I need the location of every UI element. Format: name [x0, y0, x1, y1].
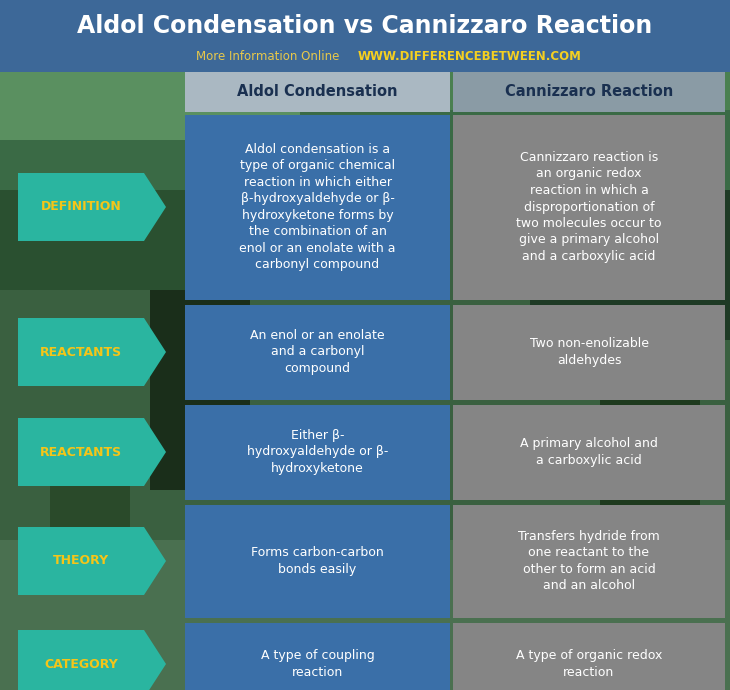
Bar [185, 404, 450, 500]
Bar [453, 622, 725, 690]
Bar [185, 115, 450, 299]
Bar [185, 72, 450, 112]
Text: Transfers hydride from
one reactant to the
other to form an acid
and an alcohol: Transfers hydride from one reactant to t… [518, 530, 660, 592]
Bar [50, 440, 130, 590]
Bar [150, 290, 250, 490]
Text: THEORY: THEORY [53, 555, 109, 567]
Text: More Information Online: More Information Online [196, 50, 339, 63]
Bar [185, 304, 450, 400]
Text: WWW.DIFFERENCEBETWEEN.COM: WWW.DIFFERENCEBETWEEN.COM [358, 50, 582, 63]
Bar [453, 304, 725, 400]
Polygon shape [18, 418, 166, 486]
Bar [0, 540, 730, 690]
Text: A type of coupling
reaction: A type of coupling reaction [261, 649, 374, 679]
Text: An enol or an enolate
and a carbonyl
compound: An enol or an enolate and a carbonyl com… [250, 329, 385, 375]
Bar [453, 504, 725, 618]
Bar [400, 0, 730, 110]
Polygon shape [18, 173, 166, 241]
Text: Cannizzaro Reaction: Cannizzaro Reaction [505, 84, 673, 99]
Bar [453, 72, 725, 112]
Text: Aldol Condensation vs Cannizzaro Reaction: Aldol Condensation vs Cannizzaro Reactio… [77, 14, 653, 38]
Text: Forms carbon-carbon
bonds easily: Forms carbon-carbon bonds easily [251, 546, 384, 575]
Text: REACTANTS: REACTANTS [40, 346, 122, 359]
Text: Aldol Condensation: Aldol Condensation [237, 84, 398, 99]
Text: A primary alcohol and
a carboxylic acid: A primary alcohol and a carboxylic acid [520, 437, 658, 466]
Bar [0, 0, 730, 190]
Bar [0, 0, 300, 140]
Text: REACTANTS: REACTANTS [40, 446, 122, 458]
Polygon shape [18, 630, 166, 690]
Bar [453, 404, 725, 500]
Text: A type of organic redox
reaction: A type of organic redox reaction [516, 649, 662, 679]
Text: Aldol condensation is a
type of organic chemical
reaction in which either
β-hydr: Aldol condensation is a type of organic … [239, 143, 396, 271]
Polygon shape [18, 318, 166, 386]
Bar [600, 390, 700, 590]
Text: Two non-enolizable
aldehydes: Two non-enolizable aldehydes [529, 337, 648, 367]
Text: Cannizzaro reaction is
an organic redox
reaction in which a
disproportionation o: Cannizzaro reaction is an organic redox … [516, 151, 662, 263]
Bar [453, 115, 725, 299]
Bar [185, 504, 450, 618]
Polygon shape [18, 527, 166, 595]
Text: DEFINITION: DEFINITION [41, 201, 121, 213]
Bar [0, 0, 200, 290]
Bar [185, 622, 450, 690]
Text: Either β-
hydroxyaldehyde or β-
hydroxyketone: Either β- hydroxyaldehyde or β- hydroxyk… [247, 429, 388, 475]
Text: CATEGORY: CATEGORY [44, 658, 118, 671]
Bar [0, 0, 730, 72]
Bar [530, 0, 730, 340]
